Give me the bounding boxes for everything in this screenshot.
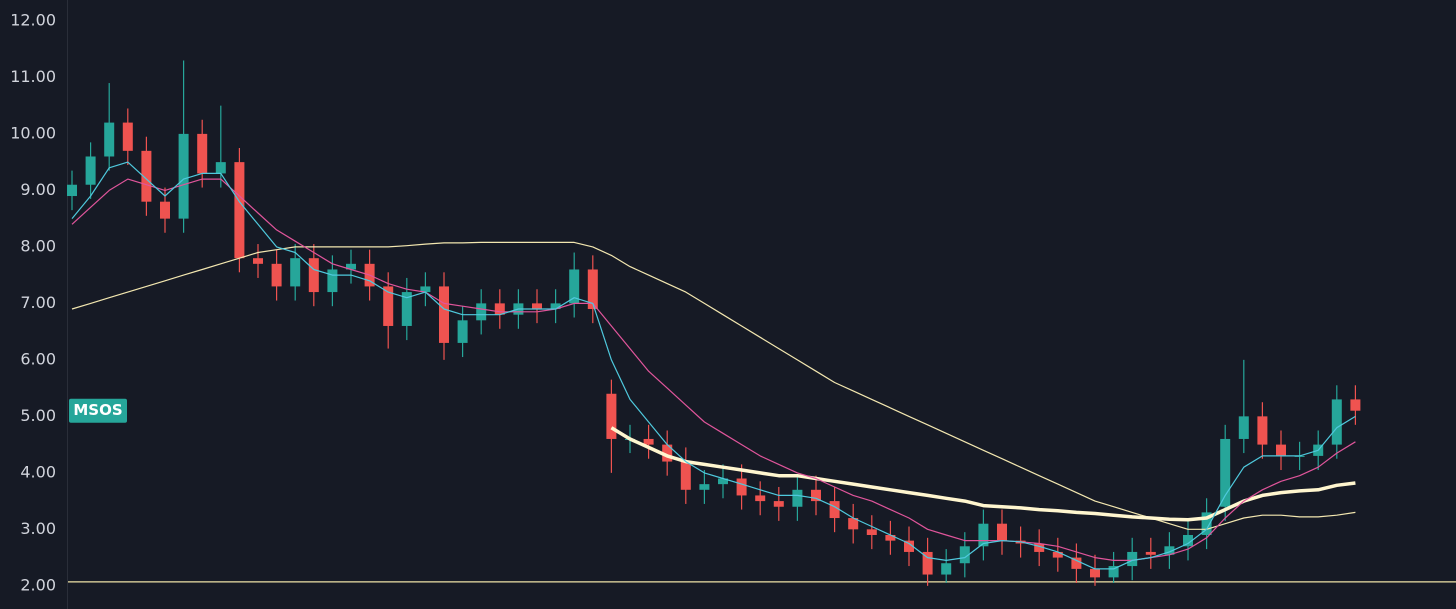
candle-body	[662, 444, 673, 462]
candle-body	[922, 551, 933, 575]
candle-body	[755, 495, 766, 502]
y-tick-label: 11.00	[10, 67, 56, 86]
candle-body	[587, 269, 598, 310]
y-tick-label: 12.00	[10, 10, 56, 29]
candle-body	[1350, 399, 1361, 411]
y-tick-label: 8.00	[20, 236, 56, 255]
candle-body	[792, 489, 803, 507]
moving-average-line	[71, 161, 1356, 570]
candle-body	[1127, 551, 1138, 567]
candle-body	[457, 320, 468, 343]
candle-body	[1238, 416, 1249, 439]
y-tick-label: 2.00	[20, 575, 56, 594]
candle-body	[1052, 551, 1063, 558]
symbol-badge	[69, 398, 127, 423]
candle-body	[1108, 566, 1119, 578]
candle-body	[346, 263, 356, 270]
candle-body	[848, 518, 859, 530]
candle-body	[829, 501, 840, 519]
candle-body	[1034, 543, 1045, 552]
candle-body	[1276, 444, 1286, 456]
candle-body	[1220, 438, 1231, 507]
candle-body	[327, 269, 338, 293]
candle-body	[1257, 416, 1268, 445]
candle-body	[941, 563, 952, 575]
candle-body	[550, 303, 561, 310]
candle-body	[439, 286, 449, 343]
candle-body	[699, 484, 710, 490]
candle-body	[978, 523, 989, 547]
candle-body	[141, 150, 152, 202]
candle-body	[718, 478, 728, 485]
candle-body	[736, 478, 747, 496]
candle-body	[85, 156, 96, 185]
candle-body	[606, 393, 617, 439]
candle-body	[866, 529, 877, 535]
candle-body	[104, 122, 115, 157]
candle-body	[680, 461, 691, 490]
candle-body	[1071, 557, 1082, 569]
candle-body	[811, 489, 821, 502]
candle-body	[271, 263, 282, 287]
y-tick-label: 7.00	[20, 293, 56, 312]
candle-body	[234, 162, 245, 259]
y-tick-label: 5.00	[20, 406, 56, 425]
candle-body	[420, 286, 431, 293]
candle-body	[1201, 512, 1212, 535]
y-tick-label: 10.00	[10, 123, 56, 142]
candle-body	[383, 286, 394, 326]
candle-body	[1145, 551, 1156, 555]
candle-body	[959, 546, 970, 564]
moving-average-line	[610, 426, 1356, 522]
candle-body	[904, 540, 914, 552]
candle-body	[215, 162, 226, 174]
candle-body	[885, 534, 896, 541]
moving-average-line	[71, 241, 1356, 530]
candle-body	[253, 258, 263, 264]
candle-body	[532, 303, 542, 310]
candle-body	[308, 258, 319, 293]
candle-body	[773, 501, 784, 507]
candle-body	[476, 303, 487, 321]
y-tick-label: 6.00	[20, 349, 56, 368]
y-tick-label: 9.00	[20, 180, 56, 199]
candle-body	[1183, 534, 1193, 547]
candle-body	[178, 133, 189, 219]
y-tick-label: 4.00	[20, 462, 56, 481]
candle-body	[569, 269, 580, 304]
candle-body	[494, 303, 505, 315]
candle-body	[997, 523, 1007, 541]
candle-body	[122, 122, 133, 151]
candle-body	[401, 292, 412, 326]
candle-body	[1090, 568, 1100, 578]
candle-body	[643, 438, 654, 445]
candle-body	[290, 258, 301, 287]
symbol-label: MSOS	[73, 401, 122, 419]
y-tick-label: 3.00	[20, 519, 56, 538]
candle-body	[1331, 399, 1342, 445]
candle-body	[197, 133, 208, 174]
candle-body	[160, 201, 170, 219]
candle-body	[67, 184, 77, 197]
candle-body	[1164, 546, 1175, 555]
